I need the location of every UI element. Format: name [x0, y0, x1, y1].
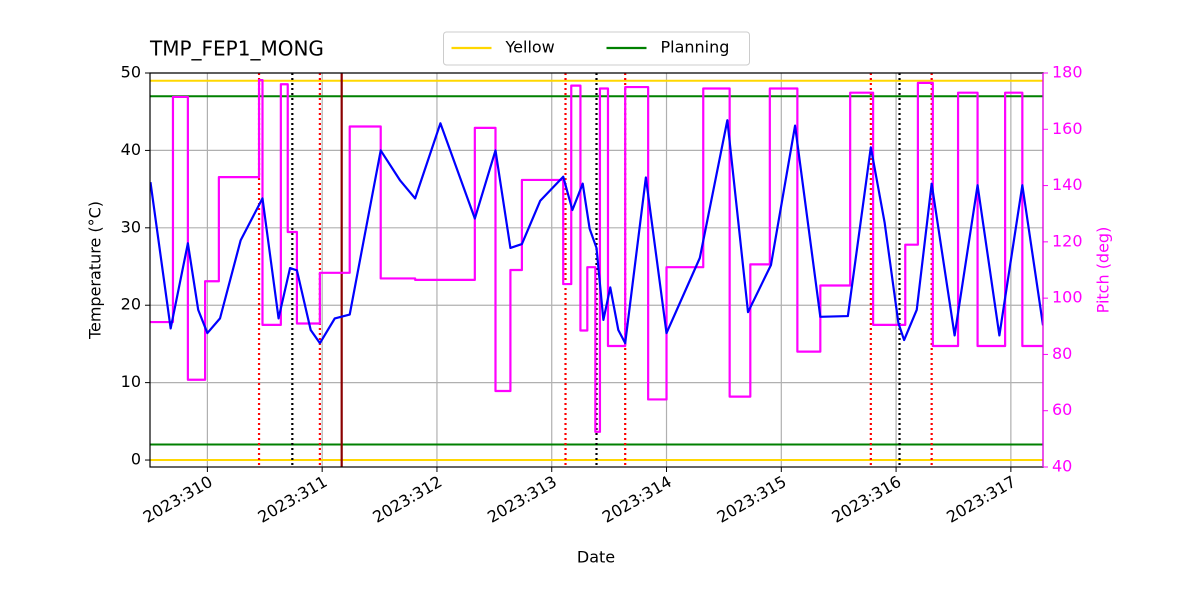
x-tick-label: 2023:311	[255, 472, 331, 527]
y-tick-label: 10	[121, 372, 141, 391]
plot-area	[150, 73, 1043, 467]
legend-box	[443, 31, 750, 66]
y2-tick-label: 40	[1052, 457, 1072, 476]
y-tick-label: 0	[131, 450, 141, 469]
x-tick-label: 2023:315	[714, 472, 790, 527]
legend-label: Yellow	[505, 38, 555, 57]
y-tick-label: 40	[121, 140, 141, 159]
x-tick-label: 2023:316	[828, 472, 904, 527]
y2-tick-label: 140	[1052, 175, 1083, 194]
y2-tick-label: 160	[1052, 119, 1083, 138]
chart-title: TMP_FEP1_MONG	[149, 37, 324, 61]
y2-tick-label: 120	[1052, 231, 1083, 250]
x-tick-label: 2023:317	[943, 472, 1019, 527]
x-tick-label: 2023:310	[140, 472, 216, 527]
x-tick-label: 2023:312	[369, 472, 445, 527]
y-tick-label: 20	[121, 295, 141, 314]
y2-tick-label: 180	[1052, 63, 1083, 82]
y2-axis-label: Pitch (deg)	[1094, 227, 1113, 314]
y-tick-label: 30	[121, 217, 141, 236]
x-axis-label: Date	[577, 548, 615, 567]
legend: Yellow Planning	[443, 31, 750, 66]
y2-tick-label: 100	[1052, 288, 1083, 307]
y-tick-label: 50	[121, 63, 141, 82]
y2-tick-label: 60	[1052, 400, 1072, 419]
y-axis-label: Temperature (°C)	[86, 201, 105, 340]
legend-label: Planning	[661, 38, 730, 57]
x-tick-label: 2023:313	[484, 472, 560, 527]
series-line	[150, 119, 1043, 345]
y2-tick-label: 80	[1052, 344, 1072, 363]
x-tick-label: 2023:314	[599, 472, 675, 527]
